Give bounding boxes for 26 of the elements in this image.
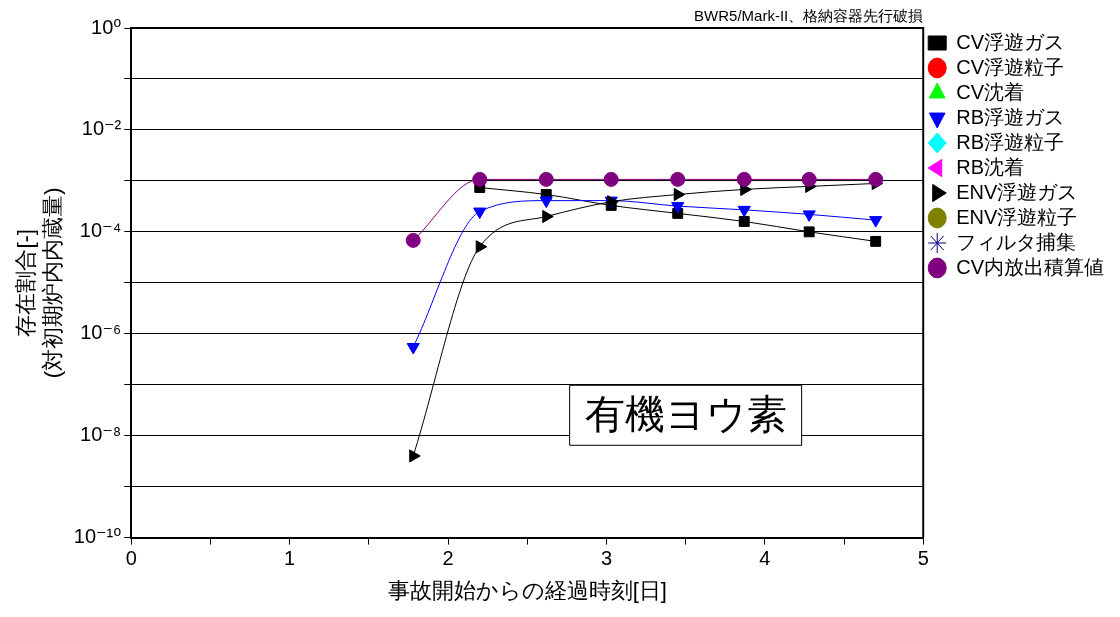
y-tick-label: 10⁰ bbox=[91, 15, 122, 38]
legend-label: CV浮遊粒子 bbox=[956, 55, 1065, 78]
y-axis-title: 存在割合[-] (対初期炉内内蔵量) bbox=[13, 187, 65, 379]
y-tick-label: 10⁻¹⁰ bbox=[73, 525, 122, 548]
chart-title: BWR5/Mark-II、格納容器先行破損 bbox=[694, 6, 924, 24]
x-tick-label: 3 bbox=[600, 547, 612, 570]
y-tick-label: 10⁻⁸ bbox=[80, 423, 122, 446]
legend-label: CV内放出積算値 bbox=[956, 255, 1105, 278]
x-tick-label: 4 bbox=[759, 547, 771, 570]
x-tick-label: 0 bbox=[125, 547, 137, 570]
y-tick-label: 10⁻⁶ bbox=[80, 321, 122, 344]
legend-label: RB浮遊ガス bbox=[956, 105, 1065, 128]
y-tick-label: 10⁻² bbox=[81, 117, 122, 140]
annotation: 有機ヨウ素 bbox=[584, 391, 787, 437]
x-tick-label: 2 bbox=[442, 547, 454, 570]
legend-label: CV浮遊ガス bbox=[956, 30, 1065, 53]
y-tick-label: 10⁻⁴ bbox=[79, 219, 122, 242]
legend-label: フィルタ捕集 bbox=[956, 230, 1077, 253]
legend-label: RB沈着 bbox=[956, 155, 1025, 178]
legend-label: CV沈着 bbox=[956, 80, 1025, 103]
legend-label: ENV浮遊粒子 bbox=[956, 205, 1078, 228]
legend-label: ENV浮遊ガス bbox=[956, 180, 1078, 203]
x-tick-label: 5 bbox=[917, 547, 929, 570]
legend-label: RB浮遊粒子 bbox=[956, 130, 1065, 153]
x-tick-label: 1 bbox=[284, 547, 296, 570]
x-axis-title: 事故開始からの経過時刻[日] bbox=[387, 577, 667, 603]
